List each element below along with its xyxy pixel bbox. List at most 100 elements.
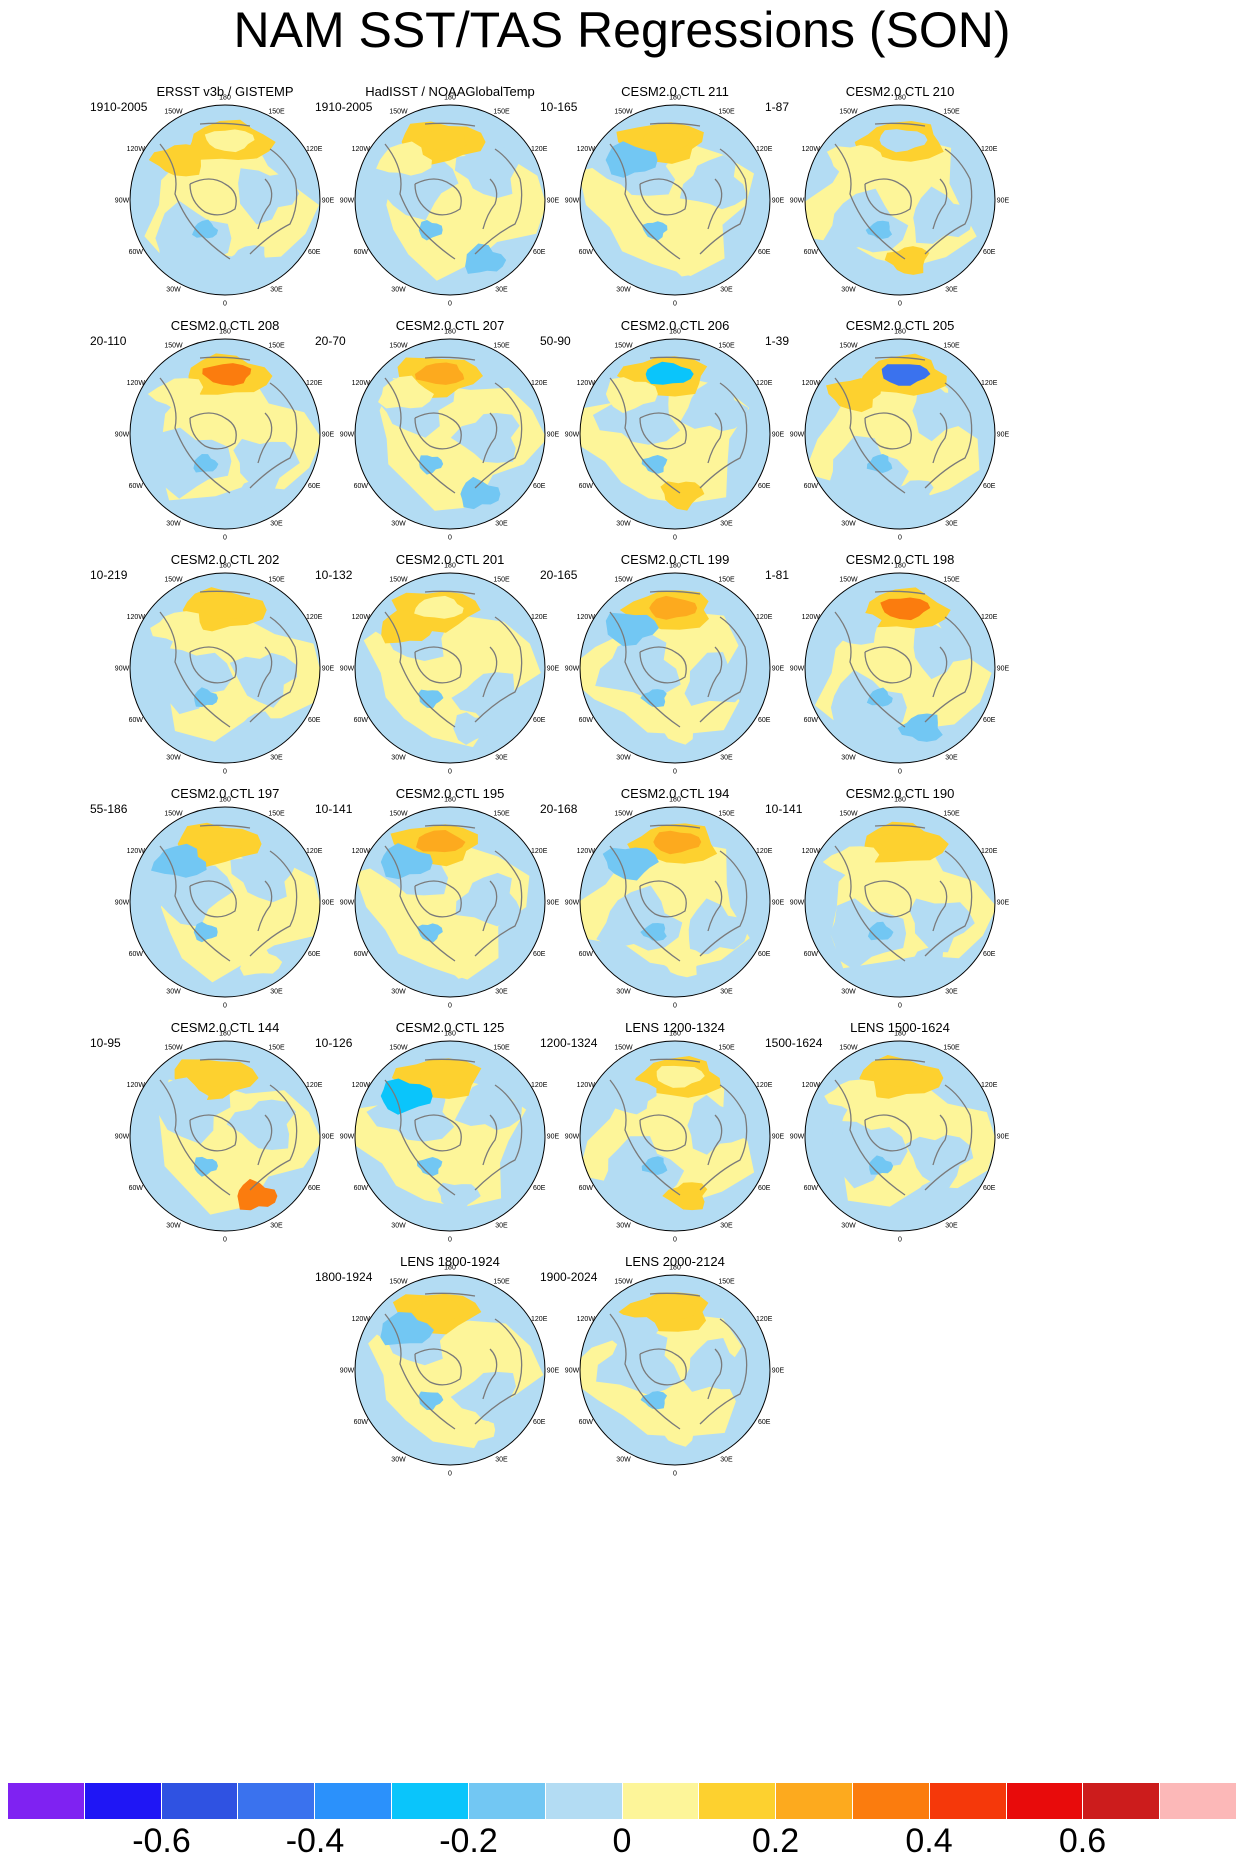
longitude-label: 30W xyxy=(391,989,406,996)
longitude-label: 150E xyxy=(718,810,735,817)
longitude-label: 150E xyxy=(718,1278,735,1285)
longitude-label: 150E xyxy=(268,810,285,817)
panel-years: 20-70 xyxy=(315,334,346,348)
panel-years: 1-81 xyxy=(765,568,790,582)
longitude-label: 30E xyxy=(270,1223,283,1230)
longitude-label: 90W xyxy=(115,666,130,673)
longitude-label: 120W xyxy=(577,614,596,621)
panel-title: CESM2.0 CTL 208 xyxy=(170,318,280,333)
longitude-label: 90W xyxy=(565,432,580,439)
longitude-label: 60W xyxy=(129,951,144,958)
longitude-label: 0 xyxy=(223,301,227,308)
longitude-label: 150W xyxy=(389,576,408,583)
longitude-label: 60W xyxy=(129,249,144,256)
longitude-label: 60W xyxy=(579,951,594,958)
longitude-label: 90E xyxy=(772,432,785,439)
polar-map: 180 150E 120E 90E 60E 30E 0 30W 60W 90W 120W 150W xyxy=(565,329,785,542)
longitude-label: 150W xyxy=(164,576,183,583)
longitude-label: 90W xyxy=(790,432,805,439)
longitude-label: 90W xyxy=(340,900,355,907)
panel-years: 10-141 xyxy=(315,802,353,816)
longitude-label: 0 xyxy=(673,1237,677,1244)
polar-map: 180 150E 120E 90E 60E 30E 0 30W 60W 90W 120W 150W xyxy=(565,1031,785,1244)
map-panel: 180 150E 120E 90E 60E 30E 0 30W 60W 90W 120W 150W CE… xyxy=(765,786,1035,1056)
longitude-label: 150W xyxy=(614,342,633,349)
panel-years: 10-219 xyxy=(90,568,128,582)
longitude-label: 60W xyxy=(804,717,819,724)
colorbar-box xyxy=(545,1783,623,1819)
longitude-label: 90E xyxy=(547,900,560,907)
longitude-label: 90E xyxy=(772,198,785,205)
panel-years: 1800-1924 xyxy=(315,1270,373,1284)
longitude-label: 120W xyxy=(577,1316,596,1323)
longitude-label: 30E xyxy=(495,1223,508,1230)
longitude-label: 150E xyxy=(718,1044,735,1051)
longitude-label: 0 xyxy=(898,769,902,776)
longitude-label: 150E xyxy=(718,342,735,349)
colorbar-tick-label: -0.4 xyxy=(285,1822,345,1860)
longitude-label: 90E xyxy=(772,1368,785,1375)
longitude-label: 0 xyxy=(448,1237,452,1244)
longitude-label: 150W xyxy=(389,342,408,349)
longitude-label: 120E xyxy=(756,146,773,153)
longitude-label: 30W xyxy=(391,755,406,762)
longitude-label: 0 xyxy=(673,769,677,776)
panel-title: ERSST v3b / GISTEMP xyxy=(156,84,294,99)
map-panel: 180 150E 120E 90E 60E 30E 0 30W 60W 90W 120W 150W Ha… xyxy=(315,84,585,354)
longitude-label: 0 xyxy=(898,535,902,542)
colorbar-box xyxy=(238,1783,316,1819)
longitude-label: 90W xyxy=(565,900,580,907)
longitude-label: 150W xyxy=(164,108,183,115)
longitude-label: 180 xyxy=(669,1265,681,1272)
panel-years: 20-168 xyxy=(540,802,578,816)
longitude-label: 30W xyxy=(166,521,181,528)
longitude-label: 30W xyxy=(166,287,181,294)
longitude-label: 120E xyxy=(306,848,323,855)
colorbar-tick-label: -0.6 xyxy=(132,1822,191,1860)
longitude-label: 180 xyxy=(669,797,681,804)
polar-map: 180 150E 120E 90E 60E 30E 0 30W 60W 90W 120W 150W xyxy=(565,95,785,308)
panel-title: CESM2.0 CTL 125 xyxy=(395,1020,505,1035)
panel-years: 1900-2024 xyxy=(540,1270,598,1284)
longitude-label: 90W xyxy=(115,198,130,205)
panel-title: LENS 2000-2124 xyxy=(625,1254,725,1269)
polar-map: 180 150E 120E 90E 60E 30E 0 30W 60W 90W 120W 150W xyxy=(340,797,560,1010)
longitude-label: 120W xyxy=(127,146,146,153)
longitude-label: 150E xyxy=(943,810,960,817)
longitude-label: 90W xyxy=(790,1134,805,1141)
longitude-label: 0 xyxy=(898,301,902,308)
longitude-label: 150E xyxy=(718,108,735,115)
longitude-label: 30E xyxy=(495,1457,508,1464)
longitude-label: 150W xyxy=(389,1044,408,1051)
longitude-label: 180 xyxy=(894,563,906,570)
longitude-label: 60E xyxy=(758,951,771,958)
longitude-label: 0 xyxy=(898,1003,902,1010)
longitude-label: 0 xyxy=(673,535,677,542)
longitude-label: 90E xyxy=(322,1134,335,1141)
longitude-label: 30W xyxy=(391,287,406,294)
longitude-label: 150W xyxy=(164,1044,183,1051)
longitude-label: 120E xyxy=(756,380,773,387)
longitude-label: 60W xyxy=(354,483,369,490)
longitude-label: 120W xyxy=(352,146,371,153)
longitude-label: 60W xyxy=(579,717,594,724)
longitude-label: 150W xyxy=(389,810,408,817)
longitude-label: 0 xyxy=(448,1471,452,1478)
longitude-label: 30W xyxy=(841,1223,856,1230)
longitude-label: 30E xyxy=(270,521,283,528)
map-panel: 180 150E 120E 90E 60E 30E 0 30W 60W 90W 120W 150W CE… xyxy=(765,552,1035,822)
longitude-label: 120E xyxy=(531,614,548,621)
map-panel: 180 150E 120E 90E 60E 30E 0 30W 60W 90W 120W 150W CE… xyxy=(765,318,1035,588)
longitude-label: 150E xyxy=(268,1044,285,1051)
longitude-label: 30W xyxy=(391,521,406,528)
longitude-label: 90W xyxy=(340,1134,355,1141)
longitude-label: 150W xyxy=(614,108,633,115)
longitude-label: 30E xyxy=(495,287,508,294)
longitude-label: 120E xyxy=(531,848,548,855)
panel-years: 1-39 xyxy=(765,334,790,348)
panel-title: CESM2.0 CTL 211 xyxy=(621,84,729,99)
panel-title: CESM2.0 CTL 207 xyxy=(395,318,505,333)
longitude-label: 150E xyxy=(268,342,285,349)
longitude-label: 150W xyxy=(839,576,858,583)
longitude-label: 90E xyxy=(322,900,335,907)
